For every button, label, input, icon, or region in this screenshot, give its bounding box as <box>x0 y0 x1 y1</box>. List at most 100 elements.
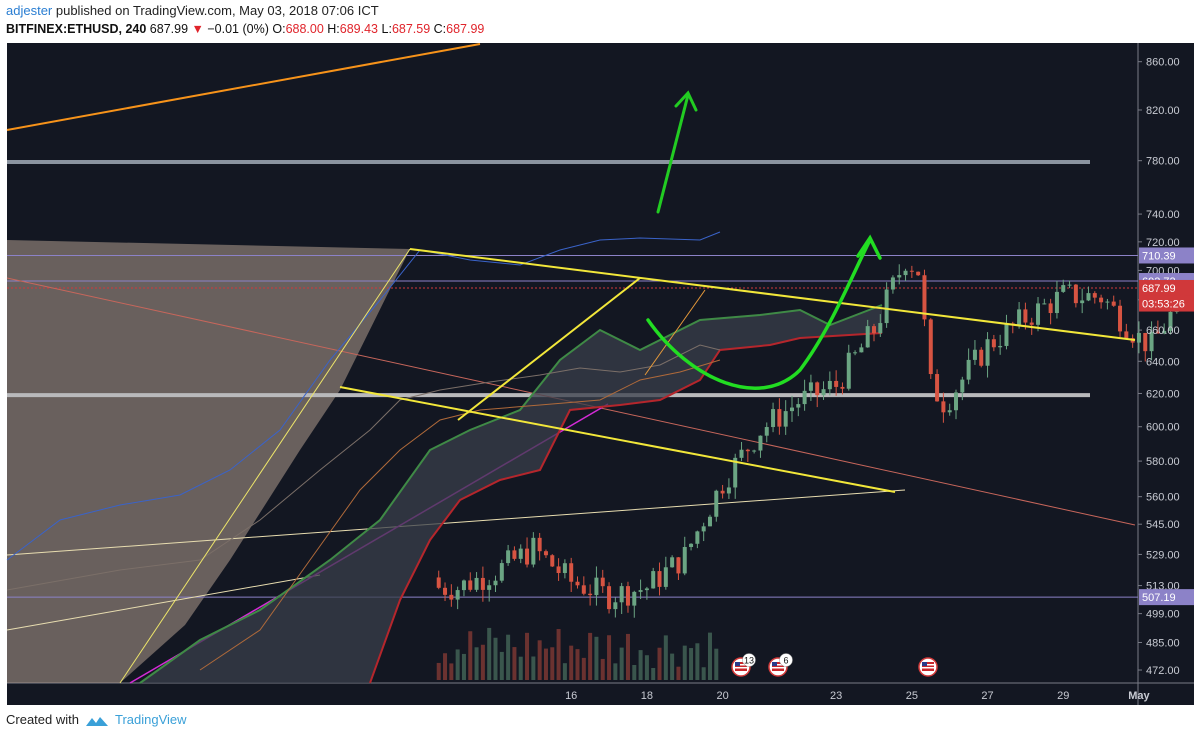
candle-body <box>909 270 914 272</box>
us-flag-event-icon[interactable]: 6 <box>768 653 793 677</box>
y-tick-label: 780.00 <box>1146 156 1180 168</box>
candle-body <box>796 404 801 408</box>
volume-bar <box>676 666 681 680</box>
candle-body <box>991 339 996 348</box>
price-label-text: 03:53:26 <box>1142 299 1185 311</box>
volume-bar <box>632 664 637 680</box>
y-tick-label: 660.00 <box>1146 325 1180 337</box>
orange-trendline <box>6 43 481 131</box>
candle-body <box>1168 311 1173 331</box>
candle-body <box>632 591 637 606</box>
price-label-text: 710.39 <box>1142 250 1176 262</box>
candle-body <box>480 577 485 590</box>
volume-bar <box>638 650 643 680</box>
price-axis-background <box>1138 43 1194 683</box>
volume-bar <box>512 647 517 680</box>
lower-band-line <box>199 359 721 671</box>
candle-body <box>663 567 668 587</box>
candle-body <box>714 490 719 517</box>
candle-body <box>1124 331 1129 339</box>
volume-bar <box>569 645 574 680</box>
candle-body <box>897 275 902 278</box>
cloud-green-edge <box>139 304 883 684</box>
volume-bar <box>600 658 605 680</box>
candle-body <box>771 409 776 428</box>
y-tick-label: 860.00 <box>1146 57 1180 69</box>
candle-body <box>550 555 555 567</box>
volume-bar <box>493 637 498 680</box>
candle-body <box>487 585 492 590</box>
candle-body <box>701 526 706 532</box>
candle-body <box>556 566 561 574</box>
tradingview-link[interactable]: TradingView <box>114 712 187 727</box>
candle-body <box>1111 301 1116 306</box>
candle-body <box>525 548 530 565</box>
candle-body <box>613 602 618 610</box>
flag-canton <box>735 662 740 666</box>
candle-body <box>689 543 694 547</box>
author-link[interactable]: adjester <box>6 3 53 18</box>
volume-bar <box>670 653 675 680</box>
candle-body <box>758 435 763 451</box>
candle-body <box>1092 293 1097 298</box>
volume-bar <box>455 649 460 680</box>
x-tick-label: 25 <box>906 690 918 702</box>
candle-body <box>947 410 952 413</box>
volume-bar <box>499 651 504 680</box>
candle-body <box>575 581 580 586</box>
volume-bar <box>581 657 586 680</box>
upper-band-line <box>6 231 721 561</box>
us-flag-event-icon[interactable]: 13 <box>731 653 756 677</box>
volume-bar <box>518 656 523 680</box>
flag-stripe <box>922 664 934 666</box>
price-label-box <box>1139 295 1194 312</box>
candle-body <box>916 271 921 276</box>
us-flag-event-icon[interactable] <box>918 657 938 677</box>
x-tick-label: 27 <box>981 690 993 702</box>
candle-body <box>518 548 523 559</box>
candle-body <box>1099 297 1104 303</box>
x-tick-label: 23 <box>830 690 842 702</box>
candle-body <box>581 585 586 594</box>
candle-body <box>1118 305 1123 332</box>
high-value: 689.43 <box>339 22 379 36</box>
flag-stripes <box>735 662 747 671</box>
open-value: 688.00 <box>285 22 324 36</box>
candle-body <box>789 407 794 412</box>
candle-body <box>1105 301 1110 303</box>
event-markers[interactable]: 13 6 <box>731 653 938 677</box>
candle-body <box>1004 323 1009 346</box>
symbol-label: BITFINEX:ETHUSD, 240 <box>6 22 147 36</box>
volume-bar <box>707 632 712 680</box>
candle-body <box>834 380 839 387</box>
volume-bar <box>506 634 511 680</box>
volume-bar <box>625 633 630 680</box>
green-arrowhead <box>856 234 882 260</box>
volume-bar <box>436 662 441 680</box>
y-tick-label: 580.00 <box>1146 456 1180 468</box>
candle-body <box>808 382 813 391</box>
candle-body <box>752 450 757 452</box>
candle-body <box>764 427 769 436</box>
green-up-arrow <box>656 93 690 214</box>
candle-body <box>449 594 454 600</box>
ascending-triangle-line <box>457 277 641 421</box>
candle-body <box>884 289 889 324</box>
candle-body <box>846 352 851 389</box>
candle-body <box>644 588 649 591</box>
candle-body <box>1029 322 1034 325</box>
x-tick-label: 16 <box>565 690 577 702</box>
tradingview-logo-icon <box>85 716 108 726</box>
open-label: O: <box>272 22 286 36</box>
volume-bar <box>689 648 694 680</box>
candle-body <box>985 339 990 366</box>
candle-body <box>1054 291 1059 314</box>
volume-bar <box>537 640 542 680</box>
change-value: −0.01 (0%) <box>207 22 269 36</box>
y-tick-label: 820.00 <box>1146 105 1180 117</box>
ohlc-legend: BITFINEX:ETHUSD, 240 687.99 ▼ −0.01 (0%)… <box>6 22 484 36</box>
candle-body <box>499 563 504 581</box>
candle-body <box>607 586 612 610</box>
candle-body <box>998 345 1003 348</box>
